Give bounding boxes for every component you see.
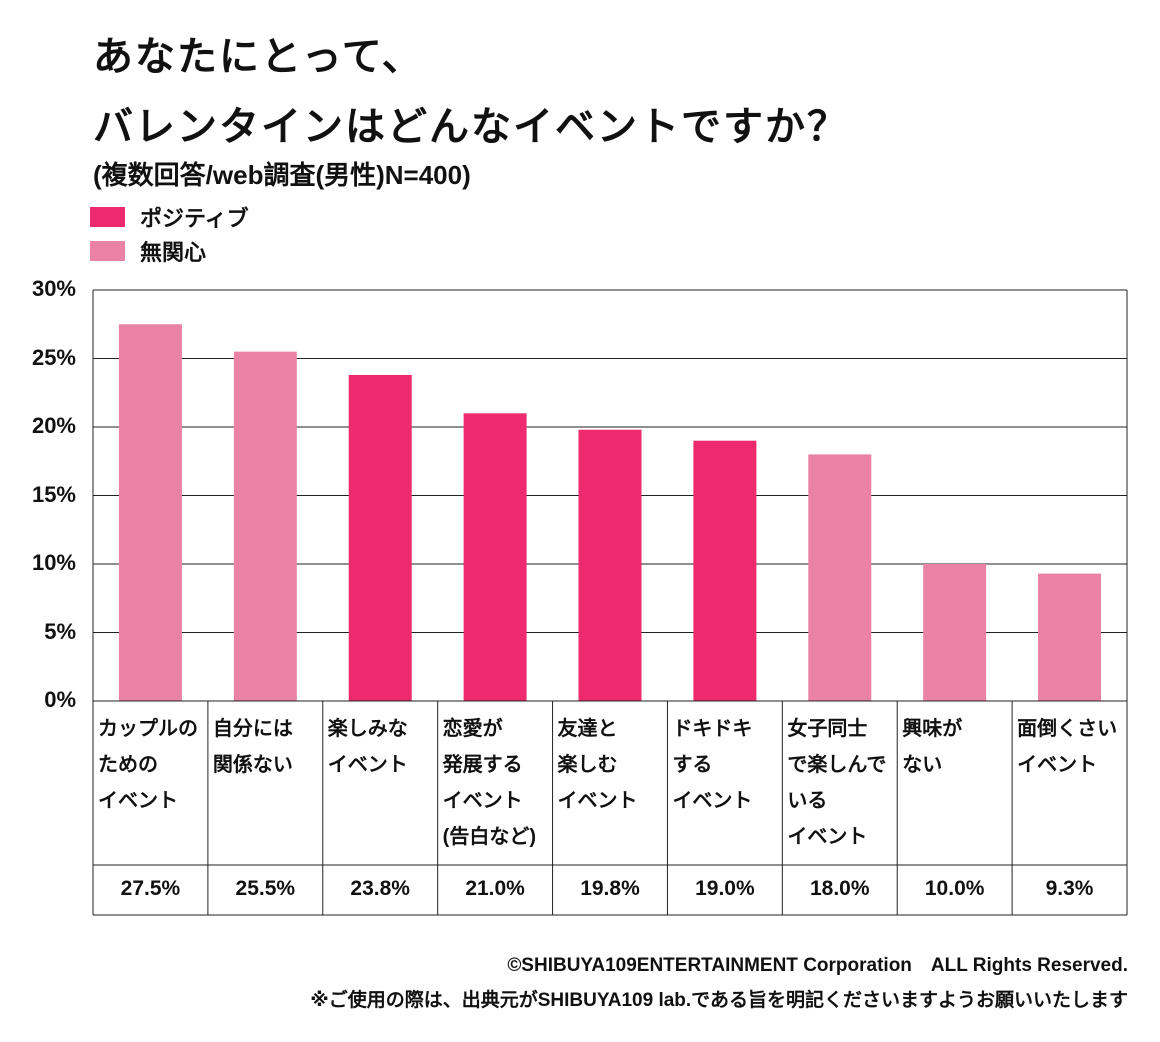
y-tick-label: 30% (31, 276, 76, 301)
value-label: 10.0% (924, 877, 985, 900)
value-label: 19.0% (695, 877, 755, 900)
legend-label: ポジティブ (140, 206, 249, 231)
footer-text: ©SHIBUYA109ENTERTAINMENT Corporation ALL… (507, 955, 1128, 976)
x-tick-label: 友達と 楽しむ イベント (557, 718, 638, 812)
bar (118, 324, 182, 701)
x-tick-label: 恋愛が 発展する イベント (告白など) (442, 718, 536, 848)
legend-label: 無関心 (140, 240, 207, 265)
y-tick-label: 10% (31, 550, 76, 575)
chart-subtitle: (複数回答/web調査(男性)N=400) (93, 160, 471, 190)
x-tick-label: 女子同士 で楽しんで いる イベント (787, 718, 887, 848)
x-tick-label: 面倒くさい イベント (1017, 718, 1118, 776)
bar (808, 454, 872, 701)
legend-swatch (90, 207, 125, 227)
y-tick-label: 5% (44, 618, 76, 644)
bar (1038, 573, 1102, 701)
y-tick-label: 15% (31, 481, 76, 507)
bar (923, 564, 987, 701)
y-tick-label: 25% (31, 344, 76, 370)
footer-text: ※ご使用の際は、出典元がSHIBUYA109 lab.である旨を明記くださいます… (310, 990, 1128, 1011)
x-tick-label: 興味が ない (902, 718, 963, 776)
bar (463, 413, 527, 701)
value-label: 18.0% (809, 877, 870, 900)
bar (578, 429, 642, 701)
bar (693, 440, 757, 701)
legend-swatch (90, 241, 125, 261)
x-tick-label: カップルの ための イベント (98, 718, 198, 812)
x-tick-label: 楽しみな イベント (327, 718, 408, 776)
x-tick-label: 自分には 関係ない (212, 718, 293, 776)
value-label: 27.5% (120, 877, 181, 900)
value-label: 9.3% (1045, 877, 1094, 900)
x-tick-label: ドキドキ する イベント (672, 718, 753, 812)
value-label: 25.5% (235, 877, 296, 900)
y-tick-label: 20% (31, 413, 76, 438)
value-label: 19.8% (580, 877, 640, 900)
bar (348, 374, 412, 701)
y-tick-label: 0% (44, 687, 76, 712)
value-label: 23.8% (350, 877, 410, 900)
chart-title: あなたにとって、 バレンタインはどんなイベントですか？ (93, 35, 849, 149)
bar (233, 351, 297, 701)
value-label: 21.0% (465, 877, 525, 900)
